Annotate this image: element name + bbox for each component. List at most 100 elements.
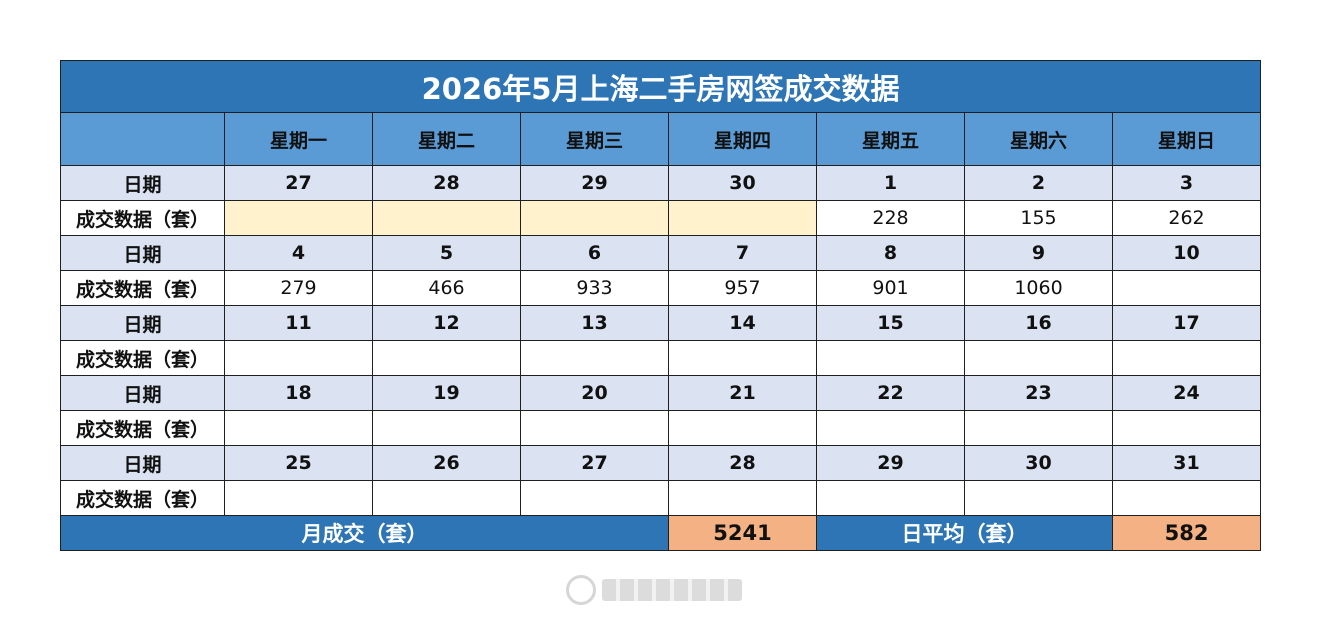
date-cell: 6 [520, 235, 669, 271]
volume-cell [668, 410, 817, 446]
volume-cell [224, 480, 373, 516]
volume-row: 成交数据（套） 279 466 933 957 901 1060 [60, 270, 1262, 306]
date-cell: 30 [964, 445, 1113, 481]
volume-cell [1111, 270, 1262, 306]
date-cell: 14 [668, 305, 817, 341]
weeks-body: 日期 27 28 29 30 1 2 3 成交数据（套） 228 155 262 日期 4 5 6 7 8 9 10 成… [60, 165, 1262, 516]
volume-cell [668, 200, 817, 236]
volume-cell [964, 340, 1113, 376]
date-cell: 13 [520, 305, 669, 341]
date-row-label: 日期 [60, 235, 225, 271]
volume-row-label: 成交数据（套） [60, 200, 225, 236]
volume-cell [372, 410, 521, 446]
volume-cell [224, 410, 373, 446]
volume-row-label: 成交数据（套） [60, 340, 225, 376]
volume-row: 成交数据（套） [60, 480, 1262, 516]
date-cell: 9 [964, 235, 1113, 271]
date-cell: 21 [668, 375, 817, 411]
volume-cell: 957 [668, 270, 817, 306]
header-corner [60, 112, 225, 166]
monthly-total-label: 月成交（套） [60, 515, 669, 551]
date-cell: 3 [1111, 165, 1262, 201]
volume-cell [372, 200, 521, 236]
volume-cell: 228 [816, 200, 965, 236]
sales-table: 2026年5月上海二手房网签成交数据 星期一 星期二 星期三 星期四 星期五 星… [59, 60, 1262, 551]
volume-cell: 1060 [964, 270, 1113, 306]
volume-cell [816, 480, 965, 516]
volume-cell [372, 480, 521, 516]
volume-cell [816, 340, 965, 376]
volume-cell [520, 340, 669, 376]
volume-cell [520, 410, 669, 446]
date-cell: 24 [1111, 375, 1262, 411]
date-row-label: 日期 [60, 445, 225, 481]
date-cell: 25 [224, 445, 373, 481]
date-cell: 27 [224, 165, 373, 201]
volume-cell: 262 [1111, 200, 1262, 236]
date-cell: 26 [372, 445, 521, 481]
date-cell: 2 [964, 165, 1113, 201]
header-weekday: 星期一 [224, 112, 373, 166]
date-cell: 16 [964, 305, 1113, 341]
date-row: 日期 4 5 6 7 8 9 10 [60, 235, 1262, 271]
volume-row-label: 成交数据（套） [60, 410, 225, 446]
date-cell: 23 [964, 375, 1113, 411]
date-cell: 1 [816, 165, 965, 201]
volume-cell [520, 480, 669, 516]
date-cell: 22 [816, 375, 965, 411]
volume-row: 成交数据（套） [60, 410, 1262, 446]
date-cell: 10 [1111, 235, 1262, 271]
volume-cell [964, 480, 1113, 516]
date-cell: 4 [224, 235, 373, 271]
date-cell: 15 [816, 305, 965, 341]
volume-cell [668, 340, 817, 376]
header-weekday: 星期三 [520, 112, 669, 166]
date-cell: 29 [520, 165, 669, 201]
date-cell: 5 [372, 235, 521, 271]
date-cell: 28 [668, 445, 817, 481]
header-weekday: 星期日 [1111, 112, 1262, 166]
watermark-username [602, 579, 742, 601]
date-row-label: 日期 [60, 375, 225, 411]
date-cell: 7 [668, 235, 817, 271]
date-cell: 8 [816, 235, 965, 271]
date-cell: 27 [520, 445, 669, 481]
date-cell: 18 [224, 375, 373, 411]
date-row: 日期 18 19 20 21 22 23 24 [60, 375, 1262, 411]
volume-row: 成交数据（套） 228 155 262 [60, 200, 1262, 236]
table-title: 2026年5月上海二手房网签成交数据 [59, 60, 1262, 113]
volume-cell [1111, 410, 1262, 446]
date-cell: 28 [372, 165, 521, 201]
daily-average-label: 日平均（套） [816, 515, 1113, 551]
monthly-total-value: 5241 [668, 515, 817, 551]
volume-cell [1111, 480, 1262, 516]
header-weekday: 星期二 [372, 112, 521, 166]
date-cell: 19 [372, 375, 521, 411]
volume-cell [1111, 340, 1262, 376]
volume-cell [224, 200, 373, 236]
watermark [566, 572, 756, 608]
date-cell: 17 [1111, 305, 1262, 341]
date-cell: 29 [816, 445, 965, 481]
volume-cell: 901 [816, 270, 965, 306]
volume-row-label: 成交数据（套） [60, 270, 225, 306]
header-weekday: 星期六 [964, 112, 1113, 166]
header-weekday: 星期五 [816, 112, 965, 166]
date-cell: 20 [520, 375, 669, 411]
volume-row-label: 成交数据（套） [60, 480, 225, 516]
date-row: 日期 27 28 29 30 1 2 3 [60, 165, 1262, 201]
volume-cell [816, 410, 965, 446]
date-cell: 12 [372, 305, 521, 341]
date-row-label: 日期 [60, 305, 225, 341]
date-row: 日期 25 26 27 28 29 30 31 [60, 445, 1262, 481]
volume-row: 成交数据（套） [60, 340, 1262, 376]
date-cell: 11 [224, 305, 373, 341]
weibo-logo-icon [566, 575, 596, 605]
volume-cell: 933 [520, 270, 669, 306]
date-row-label: 日期 [60, 165, 225, 201]
volume-cell [964, 410, 1113, 446]
header-weekday: 星期四 [668, 112, 817, 166]
volume-cell [668, 480, 817, 516]
volume-cell: 279 [224, 270, 373, 306]
volume-cell [520, 200, 669, 236]
